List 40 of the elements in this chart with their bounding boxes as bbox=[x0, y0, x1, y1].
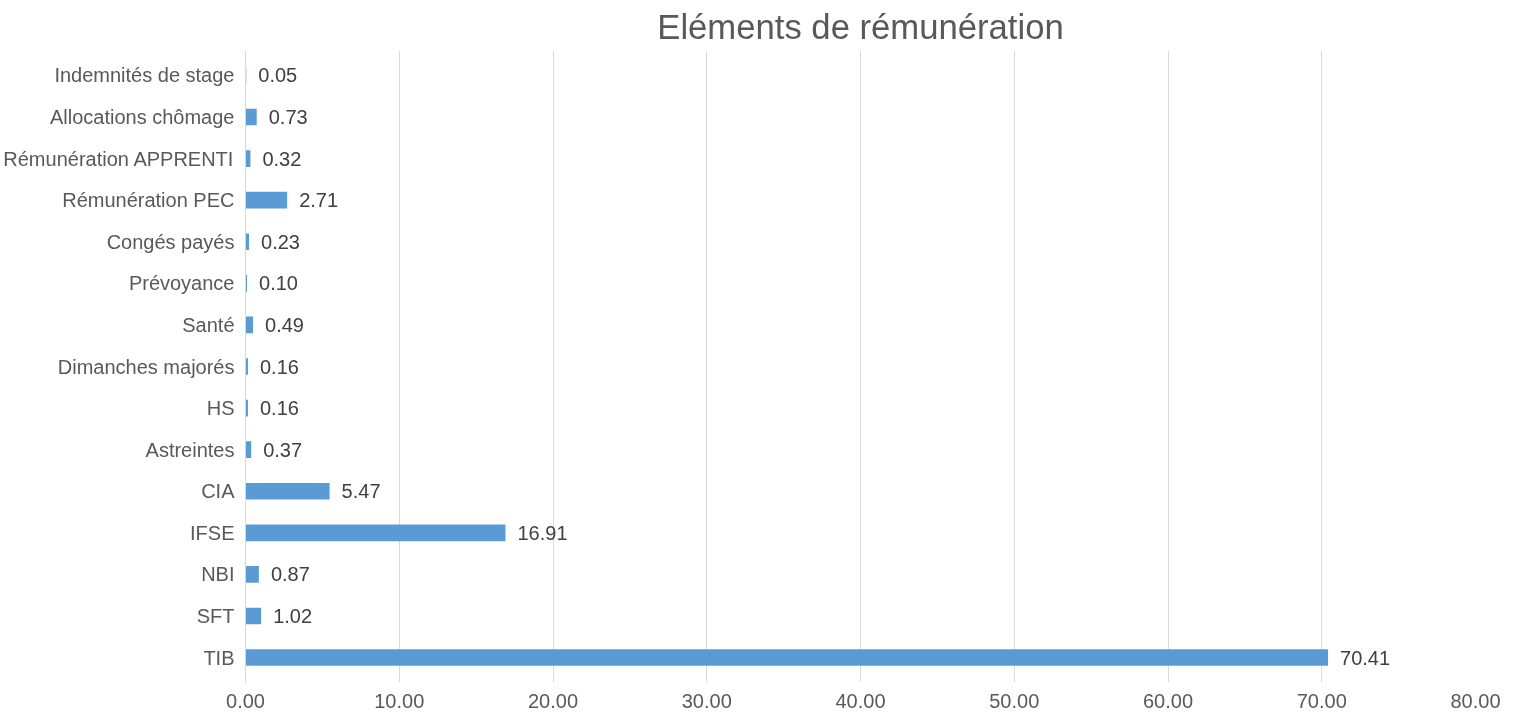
x-tick-label: 60.00 bbox=[1142, 689, 1194, 712]
x-tick-label: 70.00 bbox=[1296, 689, 1347, 712]
data-label: 0.16 bbox=[259, 397, 299, 420]
y-tick-label: HS bbox=[206, 397, 235, 420]
x-tick-label: 10.00 bbox=[374, 689, 425, 712]
y-tick-label: Astreintes bbox=[145, 438, 235, 461]
x-tick-label: 50.00 bbox=[989, 689, 1040, 712]
y-tick-label: SFT bbox=[196, 604, 235, 627]
y-tick-label: Santé bbox=[182, 313, 235, 336]
y-tick-label: IFSE bbox=[190, 521, 235, 544]
data-label: 0.32 bbox=[262, 147, 302, 170]
y-tick-label: Congés payés bbox=[106, 230, 235, 253]
data-label: 0.16 bbox=[259, 355, 299, 378]
y-tick-label: CIA bbox=[201, 480, 236, 503]
data-label: 0.23 bbox=[261, 230, 300, 253]
data-label: 0.87 bbox=[270, 563, 310, 586]
x-tick-label: 80.00 bbox=[1450, 689, 1501, 712]
data-label: 5.47 bbox=[341, 480, 381, 503]
x-tick-label: 30.00 bbox=[681, 689, 732, 712]
y-tick-label: TIB bbox=[203, 646, 235, 669]
y-tick-label: Allocations chômage bbox=[49, 106, 235, 129]
chart-title: Eléments de rémunération bbox=[657, 7, 1064, 46]
data-label: 0.73 bbox=[268, 106, 308, 129]
x-tick-label: 40.00 bbox=[835, 689, 886, 712]
y-tick-label: NBI bbox=[201, 563, 235, 586]
y-tick-label: Rémunération PEC bbox=[62, 189, 235, 212]
y-tick-label: Rémunération APPRENTI bbox=[3, 147, 234, 170]
data-label: 16.91 bbox=[517, 521, 568, 544]
data-label: 0.05 bbox=[258, 64, 298, 87]
x-tick-label: 0.00 bbox=[226, 689, 265, 712]
y-tick-label: Indemnités de stage bbox=[54, 64, 235, 87]
data-label: 0.37 bbox=[263, 438, 303, 461]
data-label: 0.10 bbox=[259, 272, 298, 295]
data-label: 70.41 bbox=[1340, 646, 1391, 669]
data-label: 0.49 bbox=[265, 313, 304, 336]
y-tick-label: Prévoyance bbox=[128, 272, 235, 295]
data-label: 2.71 bbox=[299, 189, 339, 212]
x-tick-label: 20.00 bbox=[527, 689, 579, 712]
y-tick-label: Dimanches majorés bbox=[57, 355, 235, 378]
data-label: 1.02 bbox=[273, 604, 313, 627]
